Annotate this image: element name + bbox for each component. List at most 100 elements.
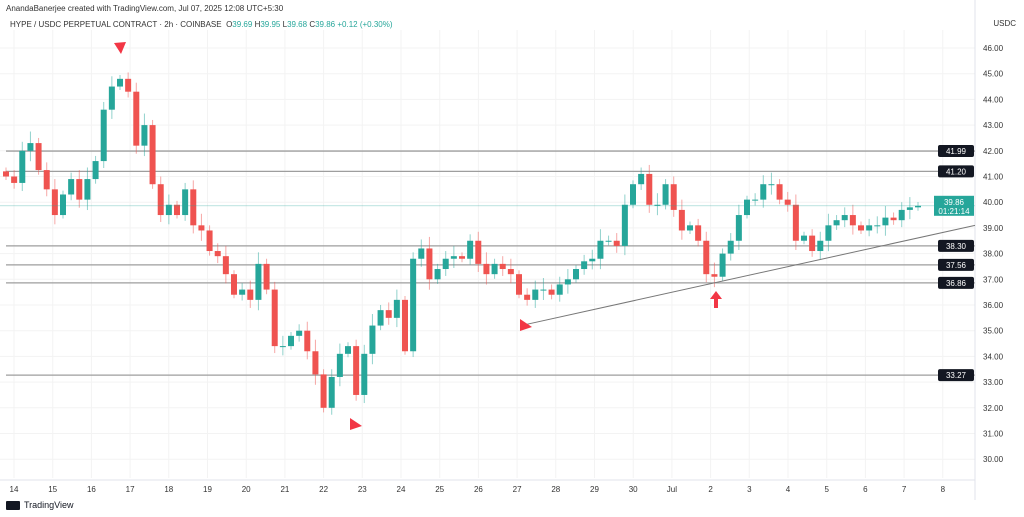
open-label: O <box>226 20 233 29</box>
candle-body <box>695 225 702 241</box>
candle-body <box>638 173 645 185</box>
candle-body <box>304 330 311 352</box>
currency-label: USDC <box>993 19 1016 28</box>
candle-body <box>662 184 669 205</box>
candle-body <box>483 263 490 275</box>
candle-body <box>450 256 457 259</box>
x-tick-label: 28 <box>551 485 560 494</box>
candle-body <box>149 125 156 185</box>
candle-body <box>320 374 327 408</box>
candle-body <box>157 184 164 216</box>
tradingview-logo-icon <box>6 500 20 510</box>
candle-body <box>345 346 351 354</box>
x-tick-label: 20 <box>242 485 251 494</box>
candle-body <box>532 289 539 300</box>
y-tick-label: 43.00 <box>983 121 1004 130</box>
candle-body <box>43 170 50 190</box>
candle-body <box>507 269 514 275</box>
candle-body <box>198 225 205 231</box>
candle-body <box>336 353 343 377</box>
candle-body <box>874 225 881 227</box>
candle-body <box>214 251 221 257</box>
y-tick-label: 38.00 <box>983 250 1004 259</box>
candle-body <box>190 189 197 226</box>
x-tick-label: 27 <box>513 485 522 494</box>
candle-body <box>475 240 482 264</box>
y-tick-label: 35.00 <box>983 327 1004 336</box>
low-label: L <box>282 20 288 29</box>
candle-body <box>165 204 172 216</box>
y-tick-label: 46.00 <box>983 44 1004 53</box>
candle-body <box>776 184 783 200</box>
level-label-box <box>938 258 974 271</box>
symbol-title: HYPE / USDC PERPETUAL CONTRACT · 2h · CO… <box>10 20 222 29</box>
candle-body <box>434 269 441 280</box>
candle-body <box>385 310 392 318</box>
candle-body <box>76 179 83 200</box>
candle-body <box>605 240 612 242</box>
candle-body <box>117 78 123 87</box>
level-label: 41.99 <box>946 147 967 156</box>
level-label-box <box>938 276 974 289</box>
tradingview-brand: TradingView <box>6 500 74 510</box>
candle-body <box>809 235 816 252</box>
candle-body <box>247 289 254 300</box>
high-label: H <box>254 20 261 29</box>
x-tick-label: 3 <box>747 485 752 494</box>
candle-body <box>19 150 26 183</box>
candle-body <box>581 261 588 270</box>
candle-body <box>263 263 270 290</box>
candle-body <box>589 258 596 262</box>
y-tick-label: 39.00 <box>983 224 1004 233</box>
candle-body <box>849 215 856 226</box>
candle-body <box>100 109 107 162</box>
candle-body <box>882 217 889 226</box>
x-tick-label: 14 <box>10 485 19 494</box>
level-label: 38.30 <box>946 242 967 251</box>
level-label: 37.56 <box>946 261 967 270</box>
price-chart[interactable]: 46.00 45.00 44.00 43.00 42.00 41.00 40.00 39.00… <box>0 0 1024 500</box>
candle-body <box>312 351 319 375</box>
x-tick-label: 22 <box>319 485 328 494</box>
x-tick-label: 2 <box>708 485 713 494</box>
candle-body <box>760 184 767 200</box>
candle-body <box>222 256 229 275</box>
candle-body <box>279 346 286 348</box>
candle-body <box>687 225 693 231</box>
open-value: 39.69 <box>232 20 253 29</box>
level-label-box <box>938 145 974 158</box>
high-value: 39.95 <box>260 20 281 29</box>
candle-body <box>719 253 726 277</box>
change-value: +0.12 (+0.30%) <box>337 20 393 29</box>
candle-body <box>442 258 449 270</box>
level-label: 36.86 <box>946 279 967 288</box>
x-tick-label: 19 <box>203 485 212 494</box>
y-tick-label: 42.00 <box>983 147 1004 156</box>
y-tick-label: 40.00 <box>983 198 1004 207</box>
candle-body <box>613 240 620 246</box>
candle-body <box>548 289 555 295</box>
candle-body <box>524 294 531 300</box>
candle-body <box>573 269 579 280</box>
x-tick-label: 30 <box>629 485 638 494</box>
y-tick-label: 32.00 <box>983 404 1004 413</box>
candle-body <box>768 184 775 186</box>
brand-name: TradingView <box>24 500 74 510</box>
y-tick-label: 36.00 <box>983 301 1004 310</box>
x-tick-label: 26 <box>474 485 483 494</box>
candle-body <box>141 125 148 146</box>
candle-body <box>654 204 661 206</box>
candle-body <box>670 184 677 210</box>
candle-body <box>206 230 213 252</box>
candle-body <box>369 325 376 354</box>
candle-body <box>35 143 42 171</box>
candle-body <box>296 330 303 336</box>
x-tick-label: 23 <box>358 485 367 494</box>
candle-body <box>711 274 718 277</box>
arrow-marker-icon <box>114 42 126 54</box>
x-tick-label: 4 <box>786 485 791 494</box>
candle-body <box>60 194 66 216</box>
level-label: 33.27 <box>946 371 967 380</box>
candle-body <box>703 240 710 275</box>
x-tick-label: 17 <box>126 485 135 494</box>
